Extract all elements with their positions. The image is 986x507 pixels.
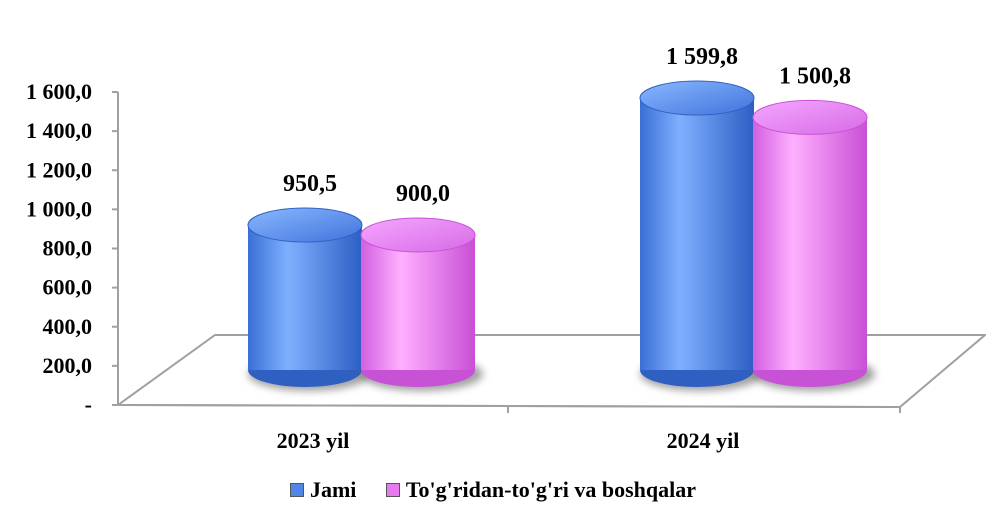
data-label-jami-1: 950,5	[283, 171, 337, 197]
bar-body	[248, 225, 362, 370]
bar-body	[640, 98, 754, 370]
y-tick-label: 1 200,0	[26, 157, 92, 182]
x-category-label: 2023 yil	[277, 428, 350, 453]
legend: Jami To'g'ridan-to'g'ri va boshqalar	[0, 477, 986, 503]
bar-top	[247, 207, 363, 243]
bar-jami-2	[639, 80, 762, 391]
legend-item-togridan: To'g'ridan-to'g'ri va boshqalar	[385, 477, 697, 503]
y-tick-label: 1 400,0	[26, 118, 92, 143]
bar-top	[752, 99, 868, 135]
bar-togridan-2	[752, 99, 875, 391]
y-tick-label: 600,0	[43, 275, 93, 300]
data-label-jami-2: 1 599,8	[666, 44, 738, 70]
bar-body	[361, 234, 475, 370]
bar-chart: - 200,0 400,0 600,0 800,0 1 000,0 1 200,0 1 400…	[26, 44, 986, 453]
bar-body	[753, 117, 867, 370]
y-tick-label: -	[85, 392, 92, 417]
data-label-togridan-2: 1 500,8	[779, 63, 851, 89]
x-category-label: 2024 yil	[667, 428, 740, 453]
legend-label-togridan: To'g'ridan-to'g'ri va boshqalar	[405, 477, 697, 502]
bar-top	[360, 217, 476, 253]
y-tick-label: 200,0	[43, 353, 93, 378]
legend-label-jami: Jami	[309, 477, 357, 502]
bar-top	[639, 80, 755, 116]
bar-togridan-1	[360, 217, 483, 391]
legend-item-jami: Jami	[289, 477, 357, 503]
y-tick-label: 800,0	[43, 236, 93, 261]
data-label-togridan-1: 900,0	[396, 181, 450, 207]
y-tick-label: 1 600,0	[26, 79, 92, 104]
y-tick-label: 400,0	[43, 314, 93, 339]
y-tick-label: 1 000,0	[26, 196, 92, 221]
legend-swatch-togridan	[385, 483, 400, 497]
legend-swatch-jami	[289, 483, 304, 497]
bar-jami-1	[247, 207, 370, 391]
